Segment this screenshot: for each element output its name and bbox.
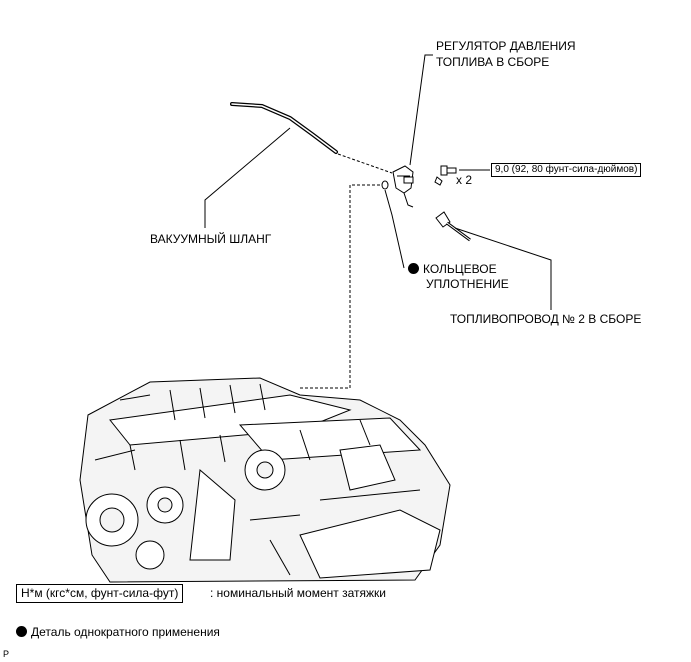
corner-mark: P xyxy=(3,649,10,659)
fuel-pipe-label: ТОПЛИВОПРОВОД № 2 В СБОРЕ xyxy=(450,312,642,326)
washer xyxy=(434,176,443,186)
regulator-leader-line xyxy=(409,54,433,166)
legend-torque-unit-box: Н*м (кгс*см, фунт-сила-фут) xyxy=(16,584,184,603)
legend-nonreusable: Деталь однократного применения xyxy=(16,625,220,640)
bolt xyxy=(440,165,457,176)
o-ring xyxy=(381,180,389,190)
oring-label-line1: КОЛЬЦЕВОЕ xyxy=(408,262,497,277)
hose-connection-dash xyxy=(337,153,393,174)
torque-spec-box: 9,0 (92, 80 фунт-сила-дюймов) xyxy=(491,163,642,177)
engine-illustration xyxy=(79,377,451,583)
o-ring-leader xyxy=(384,189,405,269)
bolt-quantity: x 2 xyxy=(456,173,473,187)
regulator-label-line1: РЕГУЛЯТОР ДАВЛЕНИЯ xyxy=(436,39,576,53)
engine-position-dash xyxy=(300,184,380,389)
legend-bullet-icon xyxy=(16,626,27,637)
oring-label-line2: УПЛОТНЕНИЕ xyxy=(426,277,509,291)
vacuum-hose-label: ВАКУУМНЫЙ ШЛАНГ xyxy=(150,232,272,246)
vacuum-hose-leader xyxy=(204,127,291,228)
vacuum-hose xyxy=(230,102,338,154)
pressure-regulator xyxy=(392,165,414,208)
regulator-label-line2: ТОПЛИВА В СБОРЕ xyxy=(436,55,550,69)
legend-torque-description: : номинальный момент затяжки xyxy=(210,586,386,600)
fuel-pipe-leader xyxy=(454,227,552,310)
fuel-pipe-fitting xyxy=(435,211,471,242)
nonreusable-bullet-icon xyxy=(408,263,419,274)
